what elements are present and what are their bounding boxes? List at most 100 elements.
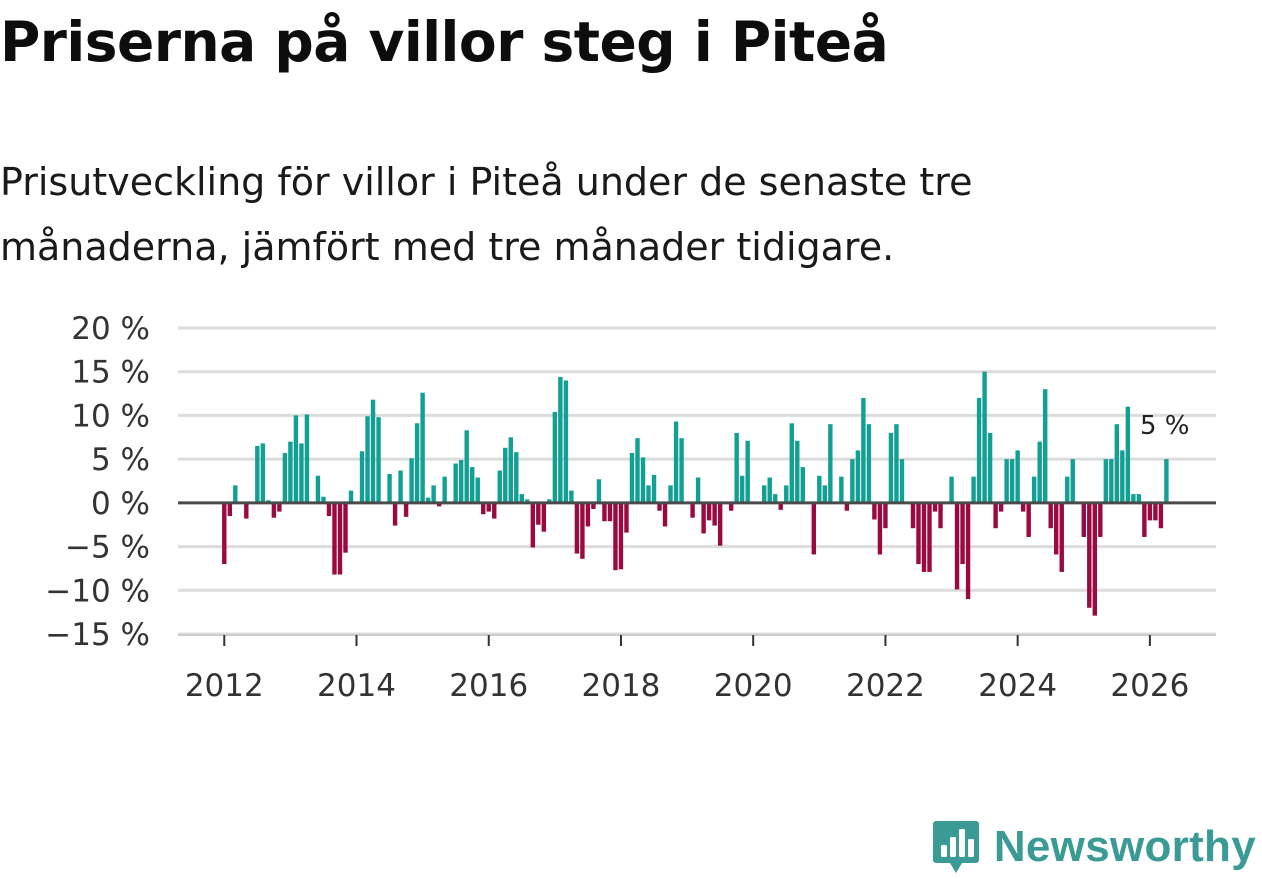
bar	[442, 476, 447, 503]
bar	[828, 424, 833, 503]
bar	[872, 502, 877, 520]
bar	[1020, 502, 1026, 512]
bar	[993, 502, 998, 529]
bar	[244, 502, 249, 519]
bar	[982, 371, 987, 503]
bar	[673, 421, 679, 503]
bar	[260, 443, 266, 503]
bar	[618, 502, 624, 570]
bar	[1009, 459, 1015, 503]
bar	[453, 463, 458, 503]
bar	[503, 447, 508, 503]
bar	[514, 452, 519, 503]
bar	[817, 475, 822, 503]
bar	[987, 432, 993, 503]
bar	[277, 502, 282, 512]
bar	[949, 476, 954, 503]
bar	[976, 397, 982, 503]
bar	[877, 502, 883, 555]
bar	[315, 475, 321, 503]
bar	[624, 502, 629, 533]
bar	[613, 502, 618, 571]
bar	[370, 399, 376, 503]
bar-series	[222, 371, 1169, 616]
bar	[392, 502, 398, 526]
bar	[938, 502, 943, 529]
bar	[536, 502, 541, 525]
bar	[525, 499, 530, 503]
bar	[866, 424, 872, 503]
bar	[910, 502, 916, 529]
bar	[563, 380, 569, 503]
x-tick-label: 2022	[846, 668, 925, 704]
bar	[629, 453, 635, 503]
bar	[481, 502, 486, 515]
bar	[706, 502, 712, 521]
bar	[811, 502, 817, 555]
bar	[1031, 476, 1037, 503]
bar	[1125, 406, 1131, 503]
bar	[1015, 450, 1020, 503]
bar	[1054, 502, 1059, 555]
bar	[1120, 450, 1125, 503]
bar	[1158, 502, 1164, 529]
bar	[690, 502, 695, 518]
x-tick-label: 2016	[449, 668, 528, 704]
bar	[778, 502, 783, 510]
bar	[558, 376, 563, 503]
x-tick-label: 2024	[978, 668, 1057, 704]
bar	[1059, 502, 1064, 572]
bar	[470, 467, 475, 503]
bar	[734, 432, 739, 503]
bar	[1131, 494, 1136, 503]
y-tick-label: −5 %	[65, 530, 150, 566]
bar	[662, 502, 668, 527]
bar	[960, 502, 965, 565]
bar	[1070, 459, 1075, 503]
bar	[348, 490, 354, 503]
bar	[569, 490, 574, 503]
bar	[795, 440, 800, 503]
bar	[717, 502, 723, 546]
bar	[1087, 502, 1092, 608]
brand-footer: Newsworthy	[932, 819, 1256, 875]
bar	[916, 502, 921, 565]
bar	[646, 485, 651, 503]
x-tick-label: 2014	[317, 668, 396, 704]
bar	[651, 474, 657, 503]
bar	[839, 476, 844, 503]
bar	[1147, 502, 1153, 521]
bar	[739, 475, 745, 503]
x-tick-label: 2018	[582, 668, 661, 704]
bar	[409, 458, 414, 503]
bar	[668, 485, 673, 503]
bar	[762, 485, 767, 503]
bar	[1109, 459, 1114, 503]
bar	[767, 477, 772, 503]
bar	[282, 453, 288, 503]
chart-title: Priserna på villor steg i Piteå	[0, 10, 889, 74]
bar-chart: 20 %15 %10 %5 %0 %−5 %−10 %−15 % 2012 201…	[45, 311, 1216, 704]
y-tick-label: −10 %	[45, 573, 150, 609]
bar	[1098, 502, 1103, 537]
bar	[591, 502, 596, 509]
bar	[271, 502, 277, 518]
bar	[954, 502, 960, 590]
bar	[403, 502, 409, 517]
bar	[861, 397, 866, 503]
bar	[998, 502, 1004, 512]
bar	[508, 437, 513, 503]
chart-subtitle: Prisutveckling för villor i Piteå under …	[0, 160, 973, 269]
x-tick-label: 2020	[714, 668, 793, 704]
bar	[1048, 502, 1053, 529]
bar	[894, 424, 899, 503]
bar	[888, 432, 894, 503]
x-tick-label: 2026	[1110, 668, 1189, 704]
bar	[519, 494, 524, 503]
bar	[293, 415, 299, 503]
bar	[844, 502, 850, 511]
bar	[414, 423, 420, 503]
bar	[541, 502, 547, 532]
bar	[304, 414, 310, 503]
bar	[398, 470, 403, 503]
